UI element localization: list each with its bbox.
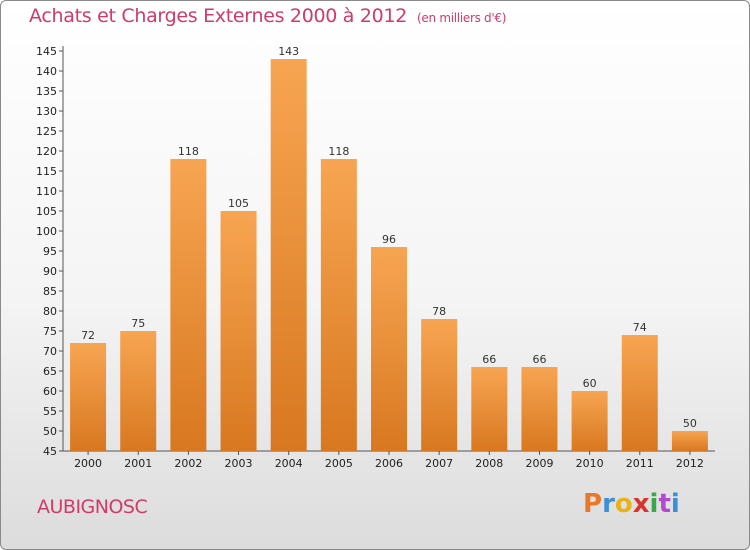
value-label-2002: 118 <box>178 145 199 158</box>
bar-2010 <box>571 391 608 451</box>
value-label-2004: 143 <box>278 45 299 58</box>
x-tick-label-2009: 2009 <box>525 457 553 470</box>
bar-2005 <box>320 159 357 451</box>
value-label-2012: 50 <box>683 417 697 430</box>
bar-2012 <box>671 431 708 451</box>
y-tick-label: 55 <box>43 405 57 418</box>
brand-letter: o <box>614 489 633 519</box>
x-tick-label-2006: 2006 <box>375 457 403 470</box>
y-tick-label: 80 <box>43 305 57 318</box>
x-tick-label-2004: 2004 <box>275 457 303 470</box>
y-tick-label: 120 <box>36 145 57 158</box>
bar-2002 <box>170 159 207 451</box>
value-labels: 72 75 118 105 143 118 96 78 66 66 60 74 50 <box>81 45 697 430</box>
brand-letter: P <box>583 489 603 519</box>
value-label-2010: 60 <box>583 377 597 390</box>
brand-logo: Proxiti <box>583 489 680 519</box>
value-label-2006: 96 <box>382 233 396 246</box>
x-tick-label-2000: 2000 <box>74 457 102 470</box>
bar-2000 <box>70 343 107 451</box>
y-tick-label: 130 <box>36 105 57 118</box>
y-tick-label: 110 <box>36 185 57 198</box>
x-tick-label-2003: 2003 <box>225 457 253 470</box>
y-tick-label: 50 <box>43 425 57 438</box>
x-tick-label-2001: 2001 <box>124 457 152 470</box>
brand-letter: x <box>632 489 650 519</box>
bar-2009 <box>521 367 558 451</box>
title-text: Achats et Charges Externes 2000 à 2012 <box>29 5 408 27</box>
bars <box>70 59 708 451</box>
x-tick-label-2010: 2010 <box>576 457 604 470</box>
x-tick-label-2012: 2012 <box>676 457 704 470</box>
y-tick-label: 105 <box>36 205 57 218</box>
brand-letter: i <box>649 489 659 519</box>
brand-letter: r <box>602 489 615 519</box>
x-tick-label-2002: 2002 <box>174 457 202 470</box>
y-tick-label: 45 <box>43 445 57 458</box>
chart-title: Achats et Charges Externes 2000 à 2012 (e… <box>29 5 506 27</box>
value-label-2011: 74 <box>633 321 647 334</box>
bar-2007 <box>421 319 458 451</box>
bar-2006 <box>371 247 407 451</box>
brand-letter: t <box>658 489 671 519</box>
y-tick-label: 75 <box>43 325 57 338</box>
x-tick-label-2007: 2007 <box>425 457 453 470</box>
bar-2003 <box>220 211 257 451</box>
value-label-2003: 105 <box>228 197 249 210</box>
x-tick-label-2011: 2011 <box>626 457 654 470</box>
bar-2011 <box>621 335 658 451</box>
x-tick-label-2005: 2005 <box>325 457 353 470</box>
x-tick-label-2008: 2008 <box>475 457 503 470</box>
value-label-2001: 75 <box>131 317 145 330</box>
y-tick-label: 140 <box>36 65 57 78</box>
value-label-2007: 78 <box>432 305 446 318</box>
y-tick-label: 115 <box>36 165 57 178</box>
chart-subtitle: (en milliers d'€) <box>417 11 507 25</box>
bar-2001 <box>120 331 157 451</box>
commune-name: AUBIGNOSC <box>37 496 148 518</box>
y-tick-label: 85 <box>43 285 57 298</box>
y-tick-label: 60 <box>43 385 57 398</box>
value-label-2005: 118 <box>328 145 349 158</box>
y-tick-label: 100 <box>36 225 57 238</box>
y-tick-label: 70 <box>43 345 57 358</box>
bar-2008 <box>471 367 508 451</box>
brand-letter: i <box>670 489 680 519</box>
y-tick-label: 145 <box>36 45 57 58</box>
y-tick-label: 135 <box>36 85 57 98</box>
value-label-2009: 66 <box>532 353 546 366</box>
bar-2004 <box>270 59 307 451</box>
value-label-2000: 72 <box>81 329 95 342</box>
value-label-2008: 66 <box>482 353 496 366</box>
y-tick-label: 95 <box>43 245 57 258</box>
y-tick-label: 90 <box>43 265 57 278</box>
y-tick-label: 125 <box>36 125 57 138</box>
y-tick-label: 65 <box>43 365 57 378</box>
